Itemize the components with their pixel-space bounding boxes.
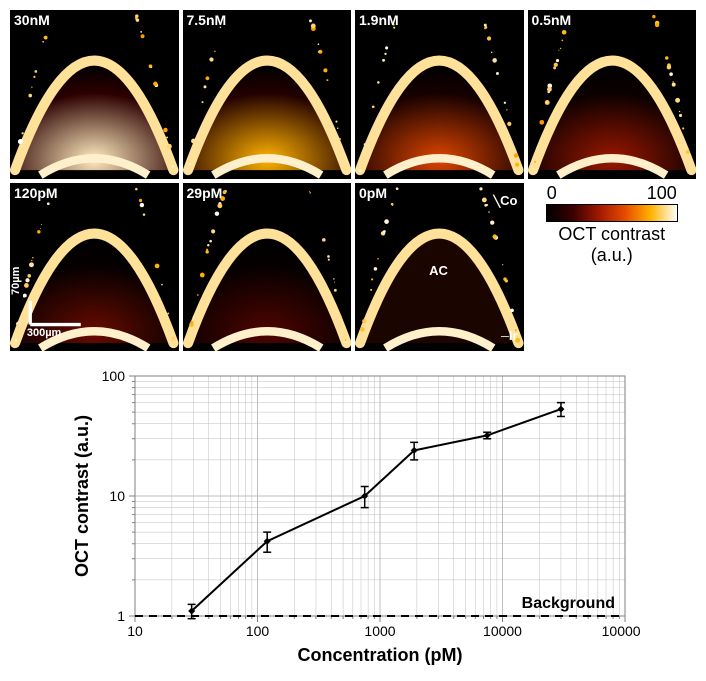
colorbar-min: 0: [547, 183, 557, 204]
oct-panel: 0.5nM: [528, 10, 697, 179]
background-label: Background: [522, 595, 615, 612]
panel-concentration-label: 0pM: [359, 185, 387, 201]
svg-text:10: 10: [127, 623, 143, 639]
oct-panel: 0pM ╲Co AC ─Ir: [355, 183, 524, 352]
colorbar-title: OCT contrast(a.u.): [558, 224, 665, 267]
oct-panel: 120pM 70µm 300µm: [10, 183, 179, 352]
annotation-iris: ─Ir: [501, 328, 517, 343]
svg-text:10: 10: [109, 488, 125, 504]
svg-text:1000: 1000: [364, 623, 395, 639]
panel-concentration-label: 120pM: [14, 185, 58, 201]
scalebar-y-label: 70µm: [10, 267, 22, 295]
colorbar: 0 100 OCT contrast(a.u.): [528, 183, 697, 267]
panel-concentration-label: 30nM: [14, 12, 50, 28]
colorbar-max: 100: [647, 183, 677, 204]
x-axis-label: Concentration (pM): [298, 645, 463, 665]
oct-panel: 30nM: [10, 10, 179, 179]
svg-text:10000: 10000: [483, 623, 522, 639]
svg-text:100: 100: [246, 623, 270, 639]
panel-concentration-label: 1.9nM: [359, 12, 399, 28]
scalebar-x-label: 300µm: [27, 327, 61, 339]
y-axis-label: OCT contrast (a.u.): [72, 415, 92, 577]
oct-panel: 1.9nM: [355, 10, 524, 179]
annotation-anterior-chamber: AC: [429, 263, 448, 278]
svg-text:1: 1: [117, 608, 125, 624]
panel-concentration-label: 7.5nM: [187, 12, 227, 28]
annotation-cornea: ╲Co: [494, 193, 518, 208]
oct-panel: 7.5nM: [183, 10, 352, 179]
oct-panel: 29pM: [183, 183, 352, 352]
svg-text:100000: 100000: [602, 623, 640, 639]
panel-concentration-label: 29pM: [187, 185, 223, 201]
panel-concentration-label: 0.5nM: [532, 12, 572, 28]
oct-contrast-chart: 10100100010000100000110100BackgroundConc…: [70, 361, 640, 671]
svg-text:100: 100: [102, 368, 126, 384]
